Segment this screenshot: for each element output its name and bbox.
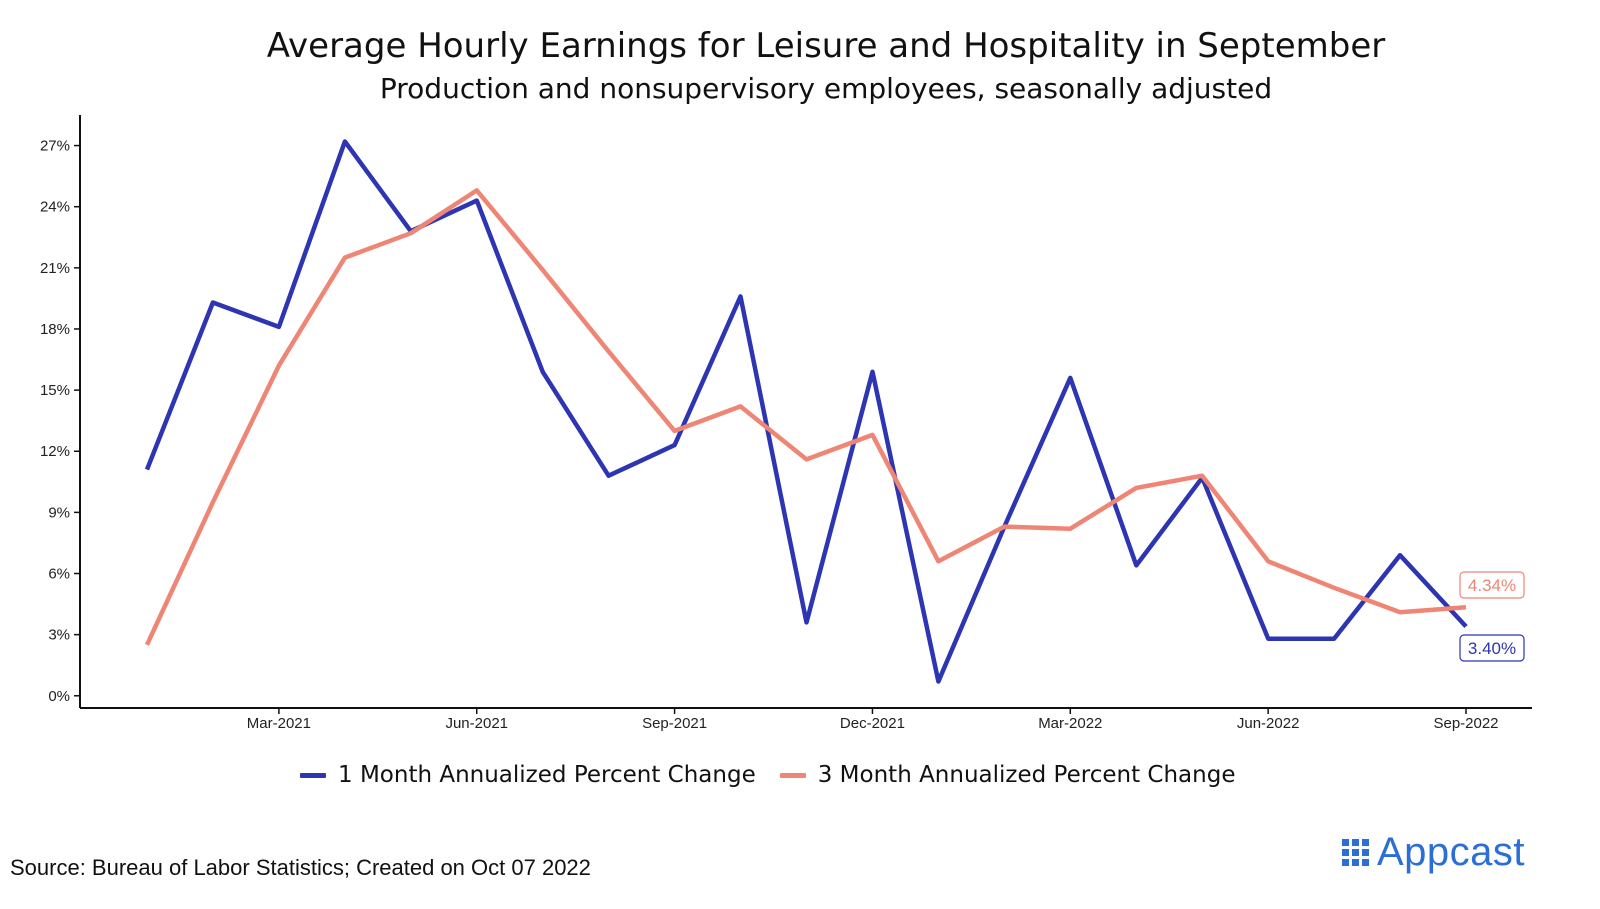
x-tick-label: Sep-2022 bbox=[1433, 715, 1498, 732]
chart-title: Average Hourly Earnings for Leisure and … bbox=[266, 26, 1386, 66]
x-axis-ticks: Mar-2021 Jun-2021 Sep-2021 Dec-2021 Mar-2022… bbox=[247, 708, 1499, 732]
end-label-1-month: 3.40% bbox=[1468, 639, 1516, 658]
legend-item-3-month: 3 Month Annualized Percent Change bbox=[779, 762, 1236, 788]
x-tick-label: Mar-2021 bbox=[247, 715, 311, 732]
legend-label-3-month: 3 Month Annualized Percent Change bbox=[817, 762, 1236, 788]
x-tick-label: Dec-2021 bbox=[840, 715, 905, 732]
x-tick-label: Jun-2022 bbox=[1237, 715, 1300, 732]
end-label-box-3-month bbox=[1459, 571, 1525, 599]
series-line-1-month bbox=[144, 139, 1468, 684]
y-tick-label: 21% bbox=[40, 260, 70, 277]
appcast-logo-mark-icon bbox=[1342, 839, 1369, 866]
y-tick-label: 6% bbox=[48, 566, 70, 583]
x-tick-label: Sep-2021 bbox=[642, 715, 707, 732]
x-tick-label: Jun-2021 bbox=[445, 715, 508, 732]
end-label-box-1-month bbox=[1459, 634, 1525, 662]
end-labels: 4.34% 3.40% bbox=[1459, 571, 1525, 662]
y-tick-label: 12% bbox=[40, 443, 70, 460]
legend-label-1-month: 1 Month Annualized Percent Change bbox=[338, 762, 756, 788]
chart-subtitle: Production and nonsupervisory employees,… bbox=[379, 72, 1273, 105]
series-lines bbox=[144, 139, 1468, 684]
end-label-3-month: 4.34% bbox=[1468, 576, 1516, 595]
legend-item-1-month: 1 Month Annualized Percent Change bbox=[300, 762, 756, 788]
legend: 1 Month Annualized Percent Change 3 Mont… bbox=[300, 762, 1259, 788]
appcast-logo: Appcast bbox=[1342, 830, 1525, 875]
y-tick-label: 15% bbox=[40, 382, 70, 399]
legend-swatch-3-month bbox=[779, 772, 806, 778]
y-axis-ticks: 0% 3% 6% 9% 12% 15% 18% 21% 24% 27% bbox=[40, 138, 80, 705]
y-tick-label: 18% bbox=[40, 321, 70, 338]
y-tick-label: 3% bbox=[48, 627, 70, 644]
y-tick-label: 27% bbox=[40, 138, 70, 155]
appcast-logo-text: Appcast bbox=[1377, 830, 1526, 874]
legend-swatch-1-month bbox=[300, 772, 326, 778]
x-tick-label: Mar-2022 bbox=[1038, 715, 1102, 732]
y-tick-label: 0% bbox=[48, 688, 70, 705]
y-tick-label: 9% bbox=[48, 504, 70, 521]
y-tick-label: 24% bbox=[40, 199, 70, 216]
source-note: Source: Bureau of Labor Statistics; Crea… bbox=[10, 855, 591, 880]
series-line-3-month bbox=[144, 188, 1467, 646]
